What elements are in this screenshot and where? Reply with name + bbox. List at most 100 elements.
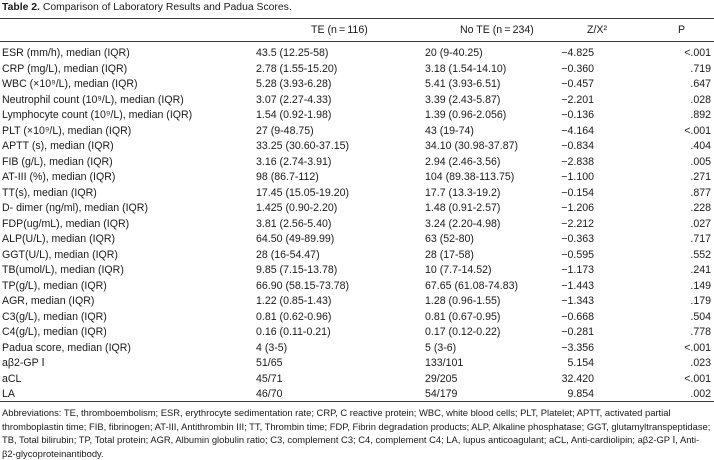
cell-p: .552: [690, 248, 711, 261]
cell-z: −2.212: [561, 217, 594, 230]
header-z: Z/X²: [587, 24, 608, 36]
cell-no-te: 104 (89.38-113.75): [425, 171, 515, 183]
cell-p: .877: [690, 186, 711, 199]
cell-no-te: 1.48 (0.91-2.57): [425, 202, 501, 214]
cell-z: −0.457: [561, 78, 594, 90]
table-row: TB(umol/L), median (IQR) 9.85 (7.15-13.78…: [0, 263, 714, 277]
cell-te: 3.16 (2.74-3.91): [256, 155, 332, 168]
cell-te: 51/65: [256, 357, 283, 369]
cell-z: −2.201: [561, 93, 594, 106]
table-row: AGR, median (IQR) 1.22 (0.85-1.43) 1.28 (0…: [0, 294, 714, 308]
cell-z: −0.360: [561, 62, 594, 75]
cell-z: 9.854: [567, 388, 594, 400]
cell-no-te: 1.39 (0.96-2.056): [425, 109, 507, 121]
cell-z: −1.100: [561, 171, 594, 183]
cell-no-te: 54/179: [425, 388, 458, 400]
cell-z: −0.154: [561, 186, 594, 199]
table-title: Table 2. Comparison of Laboratory Result…: [2, 1, 292, 14]
row-label: D- dimer (ng/ml), median (IQR): [2, 202, 148, 214]
row-label: APTT (s), median (IQR): [2, 140, 114, 152]
cell-p: .719: [690, 62, 711, 75]
cell-z: −1.443: [561, 279, 594, 292]
row-label: aCL: [2, 372, 22, 385]
cell-z: −3.356: [561, 341, 594, 354]
table-row: aCL 45/71 29/205 32.420 <.001: [0, 372, 714, 386]
cell-z: −0.834: [561, 140, 594, 152]
cell-p: .647: [690, 78, 711, 90]
cell-z: −0.136: [561, 109, 594, 121]
table-row: aβ2-GP Ⅰ 51/65 133/101 5.154 .023: [0, 356, 714, 370]
cell-te: 2.78 (1.55-15.20): [256, 62, 338, 75]
cell-no-te: 3.18 (1.54-14.10): [425, 62, 507, 75]
row-label: AGR, median (IQR): [2, 295, 95, 307]
cell-te: 9.85 (7.15-13.78): [256, 264, 338, 276]
cell-no-te: 63 (52-80): [425, 233, 474, 245]
cell-p: .404: [690, 140, 711, 152]
cell-p: .002: [690, 388, 711, 400]
header-te: TE (n = 116): [311, 24, 368, 36]
table-row: FDP(ug/mL), median (IQR) 3.81 (2.56-5.40)…: [0, 217, 714, 231]
cell-te: 0.81 (0.62-0.96): [256, 310, 332, 323]
cell-z: −4.164: [561, 124, 594, 137]
table-row: TP(g/L), median (IQR) 66.90 (58.15-73.78)…: [0, 279, 714, 293]
cell-z: −1.173: [561, 264, 594, 276]
cell-no-te: 29/205: [425, 372, 458, 385]
cell-te: 5.28 (3.93-6.28): [256, 78, 332, 90]
cell-no-te: 10 (7.7-14.52): [425, 264, 492, 276]
table-row: AT-III (%), median (IQR) 98 (86.7-112) 104…: [0, 170, 714, 184]
cell-p: .228: [690, 202, 711, 214]
cell-p: .028: [690, 93, 711, 106]
cell-p: <.001: [684, 341, 711, 354]
table-row: GGT(U/L), median (IQR) 28 (16-54.47) 28 (1…: [0, 248, 714, 262]
table-row: C3(g/L), median (IQR) 0.81 (0.62-0.96) 0.8…: [0, 310, 714, 324]
row-label: aβ2-GP Ⅰ: [2, 357, 45, 369]
cell-p: .179: [690, 295, 711, 307]
header-rule: [0, 41, 714, 42]
table-row: ESR (mm/h), median (IQR) 43.5 (12.25-58) 2…: [0, 46, 714, 60]
cell-p: .149: [690, 279, 711, 292]
cell-z: −0.668: [561, 310, 594, 323]
row-label: TT(s), median (IQR): [2, 186, 97, 199]
row-label: C3(g/L), median (IQR): [2, 310, 107, 323]
cell-z: 5.154: [567, 357, 594, 369]
bottom-rule: [0, 401, 714, 402]
top-rule: [0, 18, 714, 19]
table-caption: Comparison of Laboratory Results and Pad…: [42, 2, 292, 13]
cell-te: 17.45 (15.05-19.20): [256, 186, 350, 199]
table-row: D- dimer (ng/ml), median (IQR) 1.425 (0.9…: [0, 201, 714, 215]
cell-te: 28 (16-54.47): [256, 248, 320, 261]
cell-z: −0.363: [561, 233, 594, 245]
header-p: P: [678, 24, 686, 36]
cell-p: .504: [690, 310, 711, 323]
table-row: FIB (g/L), median (IQR) 3.16 (2.74-3.91) 2…: [0, 155, 714, 169]
row-label: LA: [2, 388, 15, 400]
row-label: TP(g/L), median (IQR): [2, 279, 107, 292]
table-row: Padua score, median (IQR) 4 (3-5) 5 (3-6) −…: [0, 341, 714, 355]
cell-te: 43.5 (12.25-58): [256, 47, 329, 59]
table-row: Lymphocyte count (10⁹/L), median (IQR) 1.…: [0, 108, 714, 122]
cell-no-te: 0.17 (0.12-0.22): [425, 326, 501, 338]
row-label: FDP(ug/mL), median (IQR): [2, 217, 130, 230]
table-row: ALP(U/L), median (IQR) 64.50 (49-89.99) 63…: [0, 232, 714, 246]
cell-p: .023: [690, 357, 711, 369]
cell-te: 1.22 (0.85-1.43): [256, 295, 332, 307]
row-label: ESR (mm/h), median (IQR): [2, 47, 130, 59]
header-no-te: No TE (n = 234): [460, 24, 534, 36]
cell-te: 1.54 (0.92-1.98): [256, 109, 332, 121]
row-label: WBC (×10⁹/L), median (IQR): [2, 78, 138, 90]
row-label: TB(umol/L), median (IQR): [2, 264, 124, 276]
cell-te: 3.81 (2.56-5.40): [256, 217, 332, 230]
row-label: FIB (g/L), median (IQR): [2, 155, 113, 168]
row-label: CRP (mg/L), median (IQR): [2, 62, 128, 75]
table-row: LA 46/70 54/179 9.854 .002: [0, 387, 714, 401]
cell-z: −0.281: [561, 326, 594, 338]
cell-p: .892: [690, 109, 711, 121]
cell-te: 46/70: [256, 388, 283, 400]
cell-no-te: 5.41 (3.93-6.51): [425, 78, 501, 90]
cell-no-te: 20 (9-40.25): [425, 47, 483, 59]
table-row: WBC (×10⁹/L), median (IQR) 5.28 (3.93-6.2…: [0, 77, 714, 91]
cell-p: .241: [690, 264, 711, 276]
cell-no-te: 67.65 (61.08-74.83): [425, 279, 519, 292]
cell-te: 4 (3-5): [256, 341, 288, 354]
cell-no-te: 17.7 (13.3-19.2): [425, 186, 501, 199]
